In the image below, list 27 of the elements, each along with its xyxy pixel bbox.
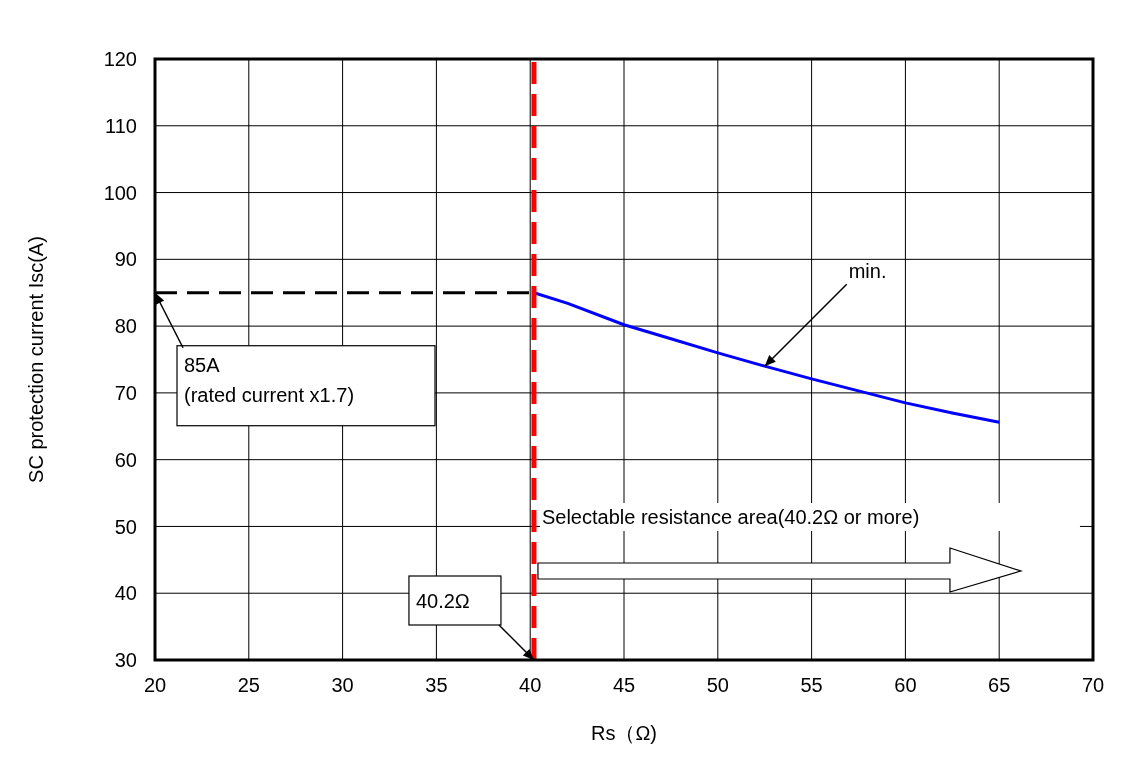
y-tick-label: 120 xyxy=(103,48,137,71)
x-tick-label: 35 xyxy=(425,674,448,697)
y-tick-label: 70 xyxy=(114,381,137,404)
x-tick-label: 40 xyxy=(519,674,542,697)
x-axis-title: Rs（Ω) xyxy=(590,722,658,744)
x-tick-label: 50 xyxy=(706,674,729,697)
x-tick-label: 25 xyxy=(237,674,260,697)
y-tick-label: 90 xyxy=(114,248,137,271)
y-tick-label: 110 xyxy=(105,114,137,137)
y-tick-label: 80 xyxy=(114,315,137,338)
y-tick-label: 100 xyxy=(103,181,137,204)
annotation: 85A (rated current x1.7) xyxy=(184,353,355,406)
x-tick-label: 20 xyxy=(143,674,167,697)
x-tick-label: 70 xyxy=(1081,674,1105,697)
x-tick-label: 65 xyxy=(988,674,1011,697)
y-tick-label: 30 xyxy=(114,649,137,672)
x-tick-label: 30 xyxy=(331,674,354,697)
annotation: min. xyxy=(848,260,887,283)
y-tick-label: 60 xyxy=(114,448,137,471)
annotation: Selectable resistance area(40.2Ω or more) xyxy=(541,506,920,528)
annotation: 40.2Ω xyxy=(415,590,470,612)
y-axis-title: SC protection current Isc(A) xyxy=(25,236,48,483)
x-tick-label: 55 xyxy=(800,674,823,697)
x-tick-label: 45 xyxy=(612,674,636,697)
x-tick-label: 60 xyxy=(894,674,917,697)
y-tick-label: 40 xyxy=(114,582,137,605)
y-tick-label: 50 xyxy=(114,515,137,538)
